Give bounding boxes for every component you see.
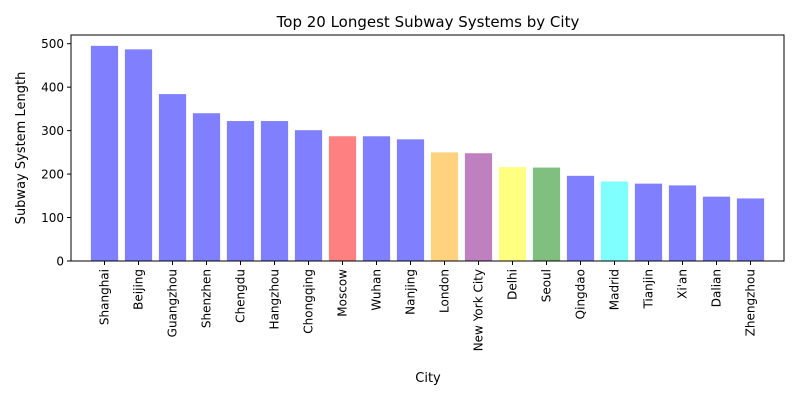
- bars-group: [90, 45, 765, 262]
- y-tick-label: 0: [56, 255, 64, 269]
- x-tick-label: Nanjing: [404, 269, 418, 315]
- x-tick-label: Shanghai: [98, 269, 112, 325]
- x-tick-label: Tianjin: [642, 269, 656, 310]
- x-tick-label: Guangzhou: [166, 269, 180, 337]
- x-axis-label: City: [415, 371, 441, 386]
- y-tick-label: 100: [41, 211, 64, 225]
- bar-shenzhen: [192, 113, 221, 261]
- x-tick-label: Delhi: [506, 269, 520, 300]
- x-tick-label: New York City: [472, 269, 486, 351]
- bar-london: [430, 152, 459, 261]
- bar-new-york-city: [464, 153, 493, 261]
- y-tick-label: 200: [41, 168, 64, 182]
- x-tick-label: London: [438, 269, 452, 313]
- bar-shanghai: [90, 45, 119, 262]
- bar-hangzhou: [260, 121, 289, 261]
- bar-nanjing: [396, 139, 425, 261]
- bar-moscow: [328, 136, 357, 261]
- bar-xi-an: [668, 185, 697, 261]
- bar-tianjin: [634, 183, 663, 261]
- x-tick-label: Madrid: [608, 269, 622, 310]
- y-axis: 0 100 200 300 400 500: [41, 37, 71, 269]
- x-tick-label: Seoul: [540, 269, 554, 302]
- bar-wuhan: [362, 136, 391, 261]
- x-tick-label: Moscow: [336, 269, 350, 317]
- y-tick-label: 400: [41, 81, 64, 95]
- bar-chengdu: [226, 121, 255, 261]
- bar-delhi: [498, 167, 527, 261]
- x-tick-label: Hangzhou: [268, 269, 282, 329]
- chart-title: Top 20 Longest Subway Systems by City: [276, 13, 580, 31]
- x-axis: Shanghai Beijing Guangzhou Shenzhen Chengdu H…: [98, 261, 758, 351]
- plot-frame: [70, 34, 785, 262]
- x-tick-label: Chongqing: [302, 269, 316, 334]
- x-tick-label: Xi'an: [676, 269, 690, 299]
- x-tick-label: Chengdu: [234, 269, 248, 323]
- x-tick-label: Zhengzhou: [744, 269, 758, 336]
- x-tick-label: Qingdao: [574, 269, 588, 319]
- x-tick-label: Dalian: [710, 269, 724, 307]
- x-tick-label: Beijing: [132, 269, 146, 310]
- y-tick-label: 300: [41, 124, 64, 138]
- bar-qingdao: [566, 175, 595, 261]
- bar-dalian: [702, 196, 731, 261]
- bar-beijing: [124, 49, 153, 262]
- x-tick-label: Wuhan: [370, 269, 384, 311]
- bar-seoul: [532, 167, 561, 261]
- y-tick-label: 500: [41, 37, 64, 51]
- bar-zhengzhou: [736, 198, 765, 261]
- y-axis-label: Subway System Length: [14, 72, 29, 225]
- bar-madrid: [600, 181, 629, 261]
- bar-chongqing: [294, 130, 323, 261]
- bar-guangzhou: [158, 94, 187, 261]
- x-tick-label: Shenzhen: [200, 269, 214, 328]
